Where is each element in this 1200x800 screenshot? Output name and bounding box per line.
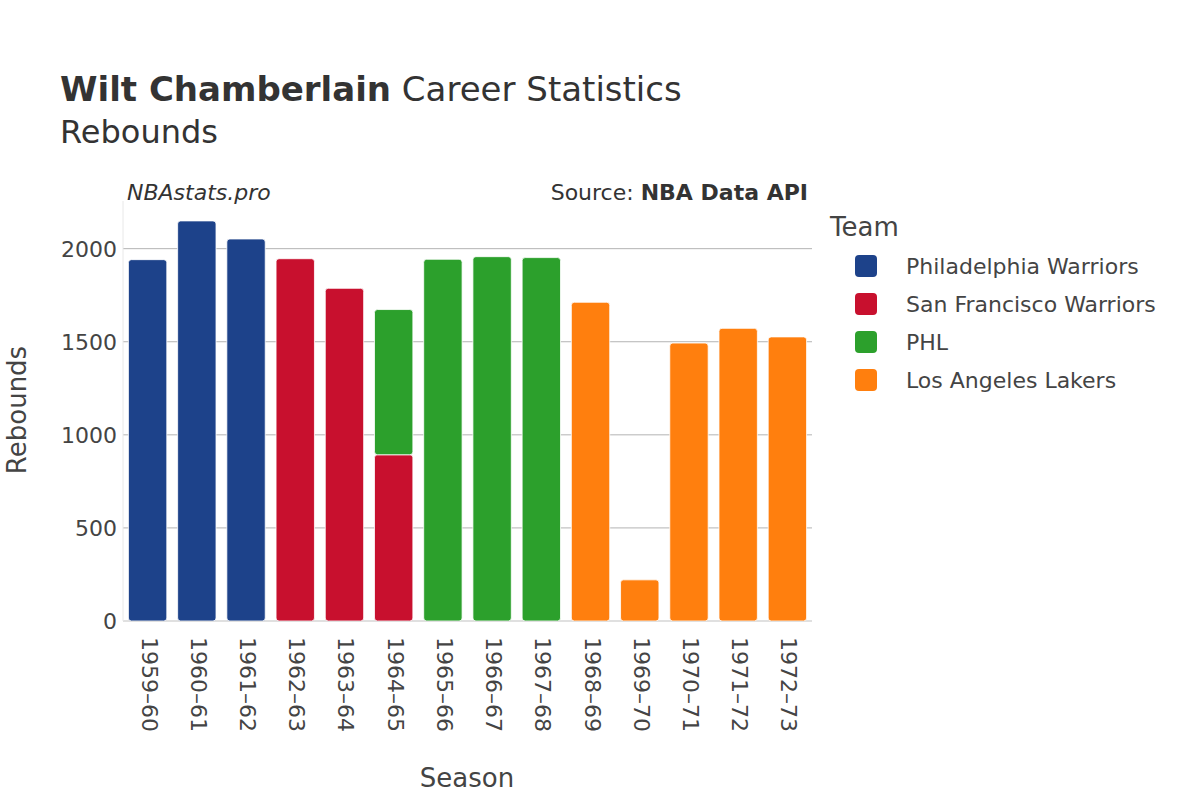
x-tick-label: 1966–67 — [481, 637, 506, 732]
x-tick-label: 1967–68 — [530, 637, 555, 732]
x-tick-label: 1965–66 — [432, 637, 457, 732]
source-name: NBA Data API — [641, 180, 808, 205]
legend-label: San Francisco Warriors — [906, 292, 1156, 317]
x-axis-label: Season — [420, 763, 514, 793]
y-axis-line — [123, 201, 124, 621]
x-tick-label: 1968–69 — [580, 637, 605, 732]
x-tick-label: 1959–60 — [137, 637, 162, 732]
bar — [719, 328, 757, 621]
x-tick-label: 1971–72 — [727, 637, 752, 732]
bar — [374, 455, 412, 621]
source: Source: NBA Data API — [551, 180, 808, 205]
title: Wilt Chamberlain Career Statistics — [60, 69, 682, 109]
y-axis-label: Rebounds — [2, 346, 32, 474]
legend-label: Los Angeles Lakers — [906, 368, 1116, 393]
bar — [768, 337, 806, 621]
bar — [670, 343, 708, 621]
bar — [473, 257, 511, 621]
legend-swatch — [855, 331, 877, 353]
bar — [227, 239, 265, 621]
grid-line — [123, 341, 812, 342]
title-bold: Wilt Chamberlain — [60, 69, 391, 109]
grid-line — [123, 434, 812, 435]
y-tick-label: 1500 — [61, 330, 117, 355]
bar — [424, 259, 462, 621]
subtitle: Rebounds — [60, 113, 218, 151]
grid-line — [123, 527, 812, 528]
x-tick-label: 1960–61 — [186, 637, 211, 732]
x-tick-label: 1961–62 — [235, 637, 260, 732]
x-tick-label: 1972–73 — [776, 637, 801, 732]
y-tick-label: 2000 — [61, 237, 117, 262]
y-tick-label: 500 — [75, 516, 117, 541]
y-tick-label: 0 — [103, 609, 117, 634]
x-tick-label: 1963–64 — [333, 637, 358, 732]
x-tick-label: 1969–70 — [629, 637, 654, 732]
legend-title: Team — [829, 212, 899, 242]
bars — [128, 221, 806, 621]
y-tick-label: 1000 — [61, 423, 117, 448]
source-label: Source: — [551, 180, 641, 205]
bar — [374, 310, 412, 455]
x-tick-label: 1970–71 — [678, 637, 703, 732]
grid-line — [123, 620, 812, 622]
bar — [276, 259, 314, 621]
legend-swatch — [855, 369, 877, 391]
x-tick-label: 1964–65 — [383, 637, 408, 732]
legend-label: PHL — [906, 330, 949, 355]
annotation: NBAstats.pro — [127, 180, 271, 205]
grid-line — [123, 248, 812, 249]
bar — [522, 258, 560, 621]
title-suffix: Career Statistics — [391, 69, 682, 109]
bar — [128, 260, 166, 621]
bar — [571, 302, 609, 621]
legend-swatch — [855, 255, 877, 277]
bar — [621, 580, 659, 621]
bar — [178, 221, 216, 621]
legend-swatch — [855, 293, 877, 315]
x-tick-label: 1962–63 — [284, 637, 309, 732]
bar — [325, 288, 363, 621]
chart: Wilt Chamberlain Career Statistics Reboun… — [0, 0, 1200, 800]
legend-label: Philadelphia Warriors — [906, 254, 1139, 279]
